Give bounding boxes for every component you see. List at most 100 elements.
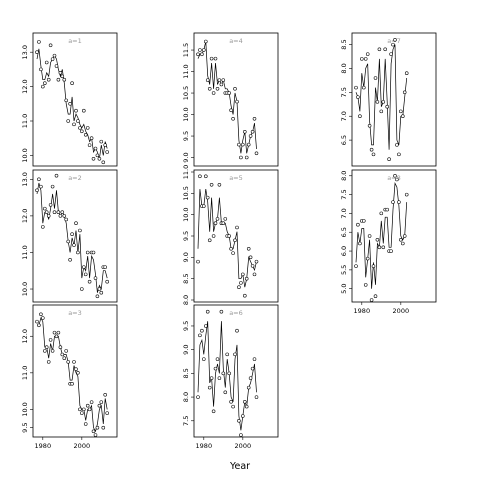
y-tick-label: 6.0: [340, 246, 348, 256]
data-point: [221, 78, 226, 82]
data-point: [35, 50, 39, 54]
data-point: [72, 360, 76, 364]
data-point: [39, 184, 43, 189]
data-point: [54, 64, 59, 68]
panel-a5: a=5 8.0 8.5 9.0 9.5 10.0 10.5 11.0: [182, 165, 279, 305]
data-point: [209, 183, 214, 187]
data-point: [76, 119, 80, 123]
y-tick-label: 6.5: [340, 135, 348, 145]
data-point: [105, 411, 109, 415]
y-tick-label: 9.0: [182, 152, 190, 162]
data-point: [387, 157, 391, 161]
data-point: [211, 409, 216, 414]
data-point: [198, 48, 202, 52]
data-point: [95, 153, 100, 158]
data-point: [83, 133, 88, 137]
data-point: [243, 400, 247, 404]
data-point: [362, 219, 366, 223]
data-point: [50, 184, 55, 189]
panel-a1: a=1 10.0 11.0 12.0 13.0: [21, 32, 118, 167]
series-line-fitted: [197, 189, 257, 288]
series-line-fitted: [355, 182, 408, 289]
data-point: [54, 334, 59, 339]
data-point: [221, 221, 226, 225]
panel-a7: a=76.57.07.58.08.5: [340, 32, 437, 167]
y-tick-label: 11.5: [182, 43, 190, 57]
x-axis-title: Year: [229, 461, 250, 472]
data-point: [101, 160, 106, 165]
data-point: [200, 328, 204, 333]
data-point: [76, 250, 80, 255]
data-point: [62, 214, 67, 218]
data-point: [397, 152, 401, 157]
data-point: [399, 238, 403, 242]
data-point: [78, 126, 82, 130]
data-point: [365, 52, 370, 56]
data-point: [93, 433, 98, 437]
data-point: [239, 155, 243, 160]
data-point: [60, 352, 65, 357]
data-point: [58, 214, 63, 218]
data-point: [85, 403, 90, 408]
data-point: [252, 272, 257, 277]
y-tick-label: 10.5: [182, 186, 190, 200]
data-point: [82, 265, 86, 269]
y-tick-label: 10.0: [182, 107, 190, 121]
y-tick-label: 7.5: [340, 87, 348, 97]
y-tick-label: 11.0: [182, 165, 190, 179]
data-point: [375, 238, 380, 242]
data-point: [209, 376, 214, 380]
x-tick-label: 1980: [354, 307, 371, 315]
data-point: [223, 217, 228, 221]
y-tick-label: 9.5: [21, 423, 29, 433]
data-point: [103, 265, 107, 269]
data-point: [46, 360, 51, 364]
data-point: [227, 371, 231, 376]
panel-a4: a=4 9.0 9.5 10.0 10.5 11.0 11.5: [182, 32, 279, 167]
data-point: [229, 108, 233, 113]
data-point: [56, 210, 61, 214]
data-point: [399, 109, 403, 114]
data-point: [99, 139, 104, 144]
data-point: [76, 371, 80, 375]
panel-frame: [193, 304, 279, 438]
data-point: [52, 330, 57, 335]
data-point: [221, 371, 226, 376]
y-tick-label: 13.0: [21, 45, 29, 59]
y-tick-label: 7.0: [340, 111, 348, 121]
data-point: [401, 114, 405, 118]
y-tick-label: 5.5: [340, 265, 348, 275]
data-point: [215, 217, 220, 221]
data-point: [95, 294, 100, 299]
y-tick-label: 6.5: [340, 227, 348, 237]
data-point: [48, 338, 53, 342]
data-point: [219, 82, 224, 87]
data-point: [97, 403, 102, 408]
data-point: [87, 143, 92, 147]
data-point: [43, 349, 47, 353]
data-point: [93, 146, 98, 151]
data-point: [46, 77, 51, 82]
data-point: [358, 114, 362, 118]
data-point: [354, 264, 358, 268]
data-point: [83, 422, 88, 426]
data-point: [64, 349, 68, 353]
data-point: [44, 60, 49, 65]
data-point: [250, 264, 255, 268]
y-tick-label: 11.0: [21, 245, 29, 259]
data-point: [211, 234, 216, 238]
y-tick-label: 10.5: [182, 86, 190, 100]
data-point: [39, 312, 43, 317]
data-point: [78, 407, 82, 412]
panel-label: a=3: [68, 309, 82, 317]
data-point: [217, 183, 222, 187]
data-point: [52, 53, 57, 58]
data-point: [227, 91, 231, 95]
data-point: [360, 57, 364, 61]
data-point: [239, 281, 243, 285]
data-point: [225, 352, 229, 357]
data-point: [389, 249, 393, 253]
data-point: [35, 319, 39, 324]
data-point: [70, 81, 74, 85]
